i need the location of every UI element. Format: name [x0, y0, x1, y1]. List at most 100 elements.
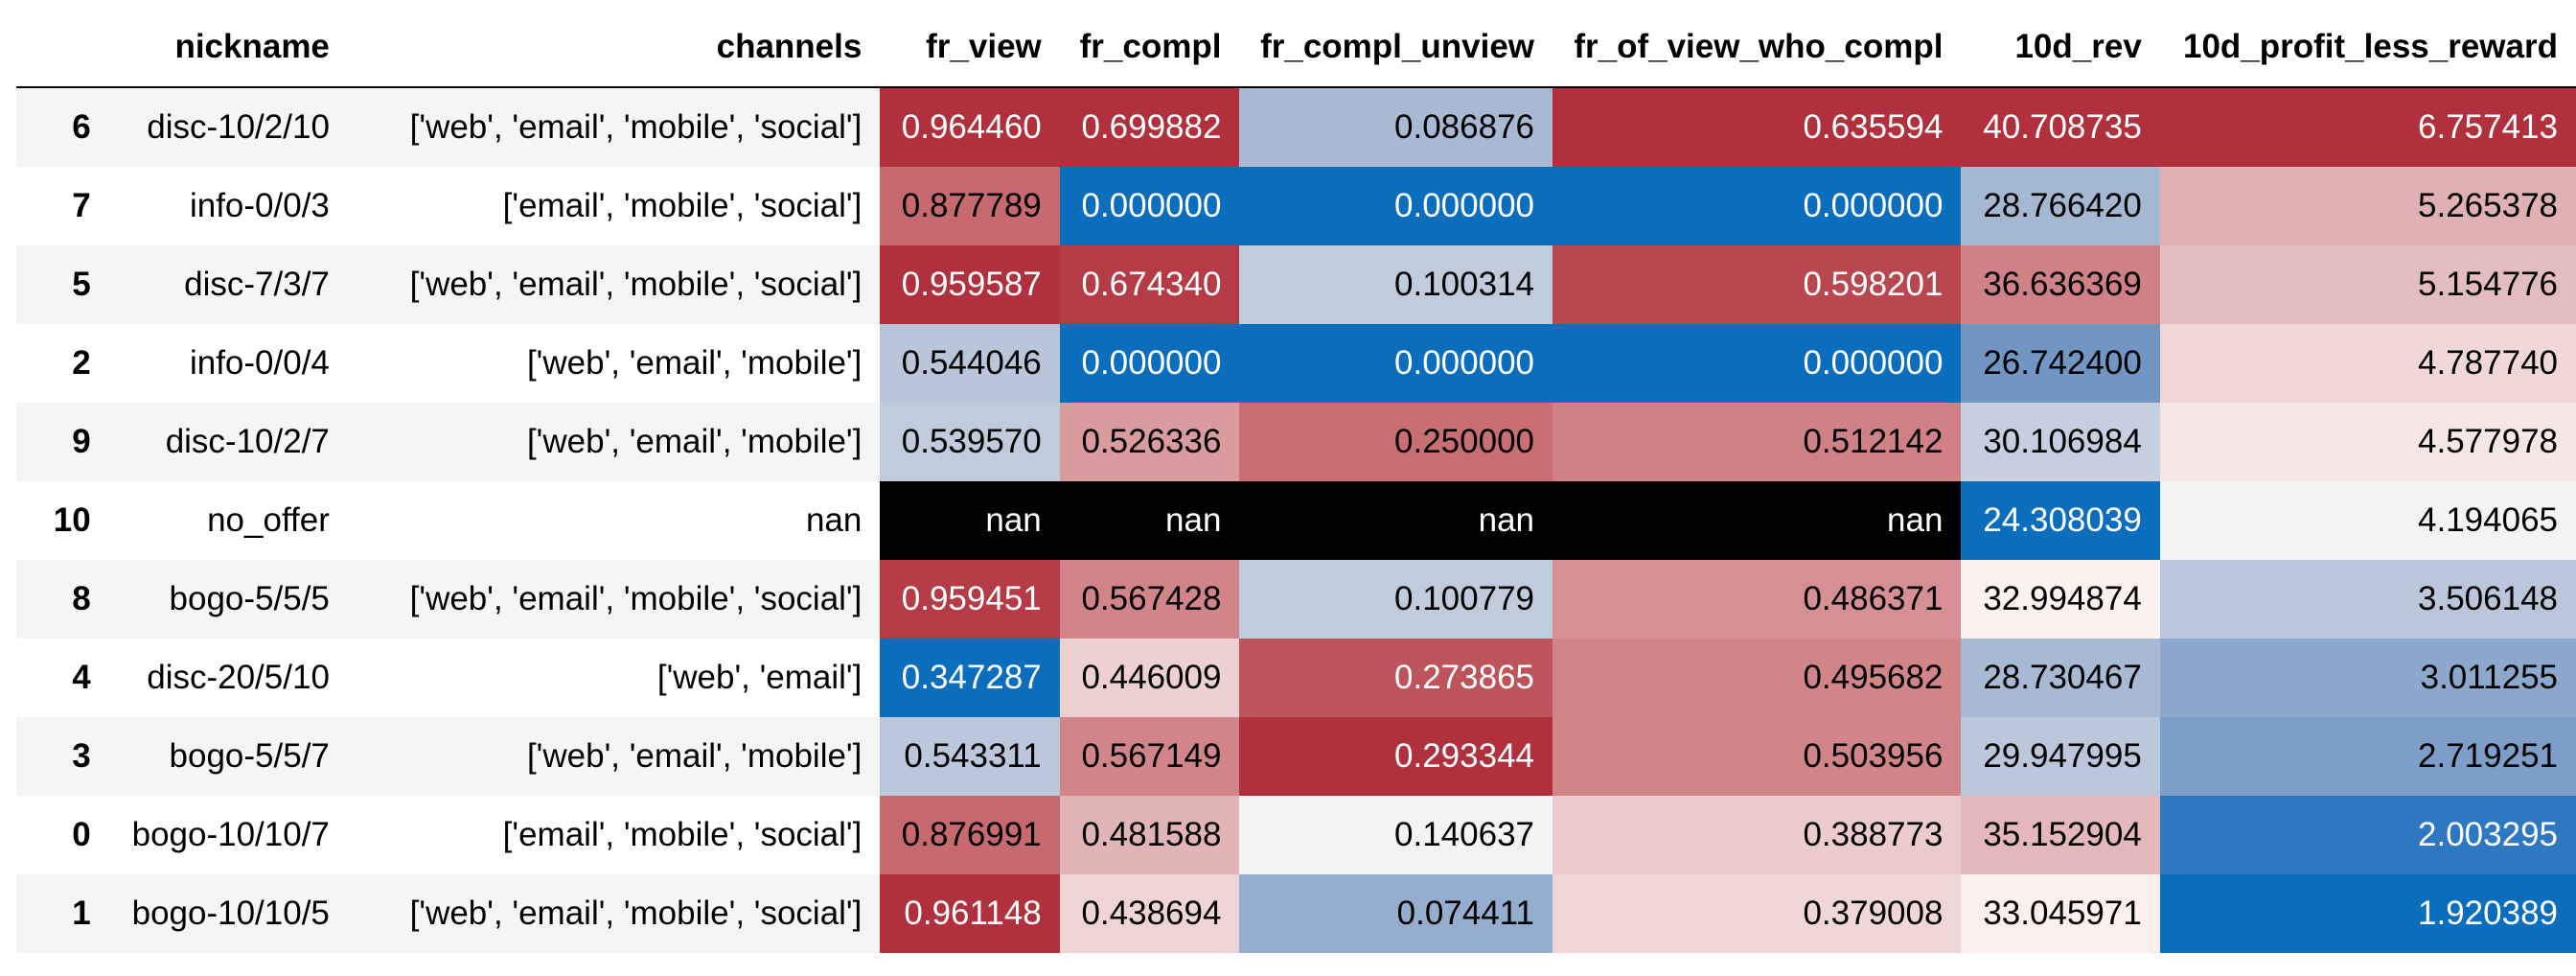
table-cell: 33.045971: [1961, 874, 2160, 953]
table-cell: nan: [1552, 481, 1962, 560]
table-cell: ['email', 'mobile', 'social']: [347, 167, 881, 245]
table-cell: nan: [880, 481, 1060, 560]
row-index: 0: [16, 796, 109, 874]
table-cell: disc-10/2/7: [108, 403, 348, 481]
row-index: 10: [16, 481, 109, 560]
table-cell: 0.959451: [880, 560, 1060, 639]
table-cell: 0.877789: [880, 167, 1060, 245]
table-cell: 26.742400: [1961, 324, 2160, 403]
table-cell: 30.106984: [1961, 403, 2160, 481]
table-cell: 0.481588: [1059, 796, 1240, 874]
table-cell: 4.787740: [2159, 324, 2576, 403]
table-cell: 28.766420: [1961, 167, 2160, 245]
table-cell: disc-10/2/10: [108, 87, 348, 167]
table-cell: 0.000000: [1059, 167, 1240, 245]
table-cell: 3.506148: [2159, 560, 2576, 639]
table-cell: 0.961148: [880, 874, 1060, 953]
table-row: 8 bogo-5/5/5 ['web', 'email', 'mobile', 's…: [16, 560, 2576, 639]
row-index: 9: [16, 403, 109, 481]
table-cell: 0.486371: [1552, 560, 1962, 639]
table-cell: ['web', 'email', 'mobile', 'social']: [347, 560, 881, 639]
table-cell: info-0/0/4: [108, 324, 348, 403]
table-row: 9 disc-10/2/7 ['web', 'email', 'mobile'] 0.…: [16, 403, 2576, 481]
table-row: 1 bogo-10/10/5 ['web', 'email', 'mobile', …: [16, 874, 2576, 953]
table-cell: 6.757413: [2159, 87, 2576, 167]
table-cell: 0.543311: [880, 717, 1060, 796]
styled-dataframe: nickname channels fr_view fr_compl fr_co…: [16, 8, 2576, 953]
table-cell: disc-7/3/7: [108, 245, 348, 324]
table-cell: 0.539570: [880, 403, 1060, 481]
table-cell: 0.000000: [1552, 324, 1962, 403]
table-row: 2 info-0/0/4 ['web', 'email', 'mobile'] 0.5…: [16, 324, 2576, 403]
table-cell: 0.273865: [1239, 639, 1553, 717]
row-index: 3: [16, 717, 109, 796]
table-cell: ['web', 'email', 'mobile']: [347, 717, 881, 796]
column-header: channels: [347, 8, 881, 87]
table-cell: ['email', 'mobile', 'social']: [347, 796, 881, 874]
index-header: [16, 8, 109, 87]
table-row: 3 bogo-5/5/7 ['web', 'email', 'mobile'] 0.5…: [16, 717, 2576, 796]
table-cell: ['web', 'email', 'mobile', 'social']: [347, 874, 881, 953]
column-header: fr_of_view_who_compl: [1552, 8, 1962, 87]
table-cell: 0.674340: [1059, 245, 1240, 324]
table-body: 6 disc-10/2/10 ['web', 'email', 'mobile', …: [16, 87, 2576, 953]
column-header: fr_view: [880, 8, 1060, 87]
table-cell: 0.074411: [1239, 874, 1553, 953]
table-cell: 0.347287: [880, 639, 1060, 717]
table-cell: 0.086876: [1239, 87, 1553, 167]
table-cell: bogo-5/5/5: [108, 560, 348, 639]
row-index: 7: [16, 167, 109, 245]
table-cell: 0.699882: [1059, 87, 1240, 167]
table-cell: 0.446009: [1059, 639, 1240, 717]
table-cell: nan: [347, 481, 881, 560]
table-cell: 0.100314: [1239, 245, 1553, 324]
table-cell: 0.000000: [1239, 167, 1553, 245]
column-header: nickname: [108, 8, 348, 87]
table-cell: nan: [1059, 481, 1240, 560]
column-header: 10d_profit_less_reward: [2159, 8, 2576, 87]
table-cell: 40.708735: [1961, 87, 2160, 167]
table-cell: bogo-5/5/7: [108, 717, 348, 796]
table-row: 6 disc-10/2/10 ['web', 'email', 'mobile', …: [16, 87, 2576, 167]
table-cell: 0.293344: [1239, 717, 1553, 796]
table-cell: 0.544046: [880, 324, 1060, 403]
table-cell: 0.495682: [1552, 639, 1962, 717]
row-index: 6: [16, 87, 109, 167]
table-cell: 0.100779: [1239, 560, 1553, 639]
table-cell: 0.526336: [1059, 403, 1240, 481]
table-row: 4 disc-20/5/10 ['web', 'email'] 0.347287 0.4…: [16, 639, 2576, 717]
row-index: 2: [16, 324, 109, 403]
table-cell: 36.636369: [1961, 245, 2160, 324]
table-cell: 2.003295: [2159, 796, 2576, 874]
table-cell: ['web', 'email', 'mobile']: [347, 403, 881, 481]
row-index: 5: [16, 245, 109, 324]
table-cell: 32.994874: [1961, 560, 2160, 639]
table-cell: 0.964460: [880, 87, 1060, 167]
table-cell: 1.920389: [2159, 874, 2576, 953]
table-cell: 0.598201: [1552, 245, 1962, 324]
table-row: 5 disc-7/3/7 ['web', 'email', 'mobile', 's…: [16, 245, 2576, 324]
table-row: 7 info-0/0/3 ['email', 'mobile', 'social']…: [16, 167, 2576, 245]
table-cell: ['web', 'email']: [347, 639, 881, 717]
table-cell: ['web', 'email', 'mobile', 'social']: [347, 245, 881, 324]
table-cell: 3.011255: [2159, 639, 2576, 717]
table-cell: ['web', 'email', 'mobile']: [347, 324, 881, 403]
table-cell: 0.503956: [1552, 717, 1962, 796]
column-header: 10d_rev: [1961, 8, 2160, 87]
table-cell: bogo-10/10/5: [108, 874, 348, 953]
table-cell: 4.194065: [2159, 481, 2576, 560]
table-cell: 0.250000: [1239, 403, 1553, 481]
table-cell: nan: [1239, 481, 1553, 560]
table-cell: 0.876991: [880, 796, 1060, 874]
row-index: 1: [16, 874, 109, 953]
column-header: fr_compl: [1059, 8, 1240, 87]
table-cell: 24.308039: [1961, 481, 2160, 560]
table-cell: 5.265378: [2159, 167, 2576, 245]
table-cell: 0.379008: [1552, 874, 1962, 953]
table-cell: 29.947995: [1961, 717, 2160, 796]
table-cell: 0.512142: [1552, 403, 1962, 481]
column-header: fr_compl_unview: [1239, 8, 1553, 87]
offer-summary-table: nickname channels fr_view fr_compl fr_co…: [16, 8, 2576, 953]
table-cell: 28.730467: [1961, 639, 2160, 717]
header-row: nickname channels fr_view fr_compl fr_co…: [16, 8, 2576, 87]
